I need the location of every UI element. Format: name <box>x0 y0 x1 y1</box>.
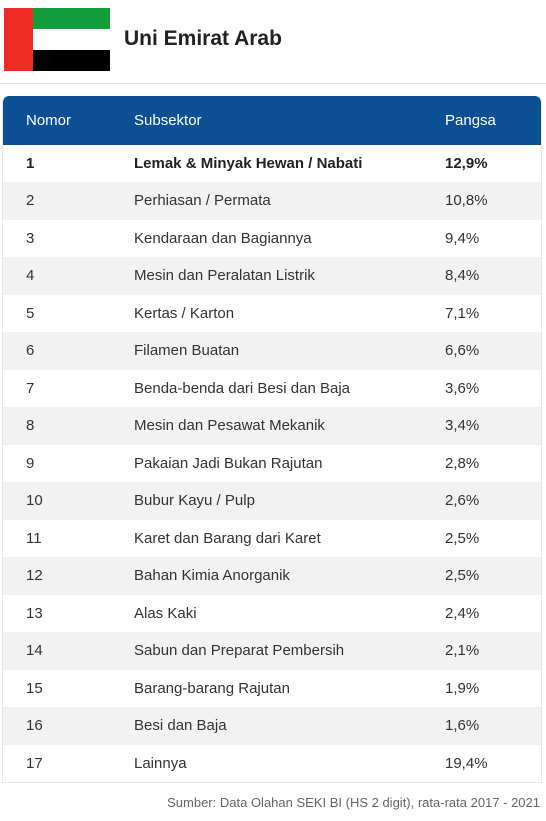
row-number: 12 <box>26 567 43 585</box>
table-header: Nomor Subsektor Pangsa <box>3 96 541 145</box>
row-share: 2,8% <box>445 454 480 472</box>
row-subsector: Sabun dan Preparat Pembersih <box>134 642 345 660</box>
row-subsector: Kertas / Karton <box>134 304 235 322</box>
row-subsector: Bahan Kimia Anorganik <box>134 567 290 585</box>
table-row: 14 Sabun dan Preparat Pembersih 2,1% <box>3 632 541 670</box>
column-header-nomor: Nomor <box>26 112 72 129</box>
row-number: 16 <box>26 717 43 735</box>
row-subsector: Bubur Kayu / Pulp <box>134 492 255 510</box>
row-number: 1 <box>26 155 35 172</box>
table-row: 1 Lemak & Minyak Hewan / Nabati 12,9% <box>3 145 541 182</box>
row-number: 15 <box>26 679 43 697</box>
table-row: 7 Benda-benda dari Besi dan Baja 3,6% <box>3 370 541 407</box>
row-number: 10 <box>26 492 43 510</box>
row-number: 2 <box>26 192 35 210</box>
row-number: 4 <box>26 267 35 285</box>
subsector-table: Nomor Subsektor Pangsa 1 Lemak & Minyak H… <box>2 96 542 783</box>
source-note: Sumber: Data Olahan SEKI BI (HS 2 digit)… <box>167 795 540 810</box>
row-share: 9,4% <box>445 229 480 247</box>
table-row: 15 Barang-barang Rajutan 1,9% <box>3 670 541 707</box>
table-row: 13 Alas Kaki 2,4% <box>3 595 541 632</box>
row-share: 2,5% <box>445 567 480 585</box>
row-subsector: Kendaraan dan Bagiannya <box>134 229 312 247</box>
row-subsector: Mesin dan Peralatan Listrik <box>134 267 315 285</box>
row-share: 7,1% <box>445 304 480 322</box>
row-share: 2,6% <box>445 492 480 510</box>
row-number: 13 <box>26 604 43 622</box>
row-share: 1,6% <box>445 717 480 735</box>
row-number: 7 <box>26 379 35 397</box>
row-number: 17 <box>26 754 43 772</box>
table-row: 9 Pakaian Jadi Bukan Rajutan 2,8% <box>3 445 541 482</box>
table-row: 11 Karet dan Barang dari Karet 2,5% <box>3 520 541 557</box>
table-body: 1 Lemak & Minyak Hewan / Nabati 12,9% 2 Perh… <box>3 145 541 782</box>
table-row: 8 Mesin dan Pesawat Mekanik 3,4% <box>3 407 541 445</box>
table-row: 12 Bahan Kimia Anorganik 2,5% <box>3 557 541 595</box>
row-subsector: Pakaian Jadi Bukan Rajutan <box>134 454 323 472</box>
row-number: 9 <box>26 454 35 472</box>
table-row: 4 Mesin dan Peralatan Listrik 8,4% <box>3 257 541 295</box>
row-subsector: Barang-barang Rajutan <box>134 679 290 697</box>
row-number: 5 <box>26 304 35 322</box>
row-share: 6,6% <box>445 342 480 360</box>
row-share: 2,1% <box>445 642 480 660</box>
row-share: 10,8% <box>445 192 488 210</box>
row-share: 12,9% <box>445 155 488 172</box>
row-number: 14 <box>26 642 43 660</box>
page-header: Uni Emirat Arab <box>0 0 546 84</box>
row-subsector: Mesin dan Pesawat Mekanik <box>134 417 325 435</box>
row-number: 8 <box>26 417 35 435</box>
table-row: 6 Filamen Buatan 6,6% <box>3 332 541 370</box>
row-number: 6 <box>26 342 35 360</box>
table-row: 17 Lainnya 19,4% <box>3 745 541 782</box>
table-row: 3 Kendaraan dan Bagiannya 9,4% <box>3 220 541 257</box>
header-divider <box>0 83 546 84</box>
row-subsector: Filamen Buatan <box>134 342 240 360</box>
row-share: 3,4% <box>445 417 480 435</box>
column-header-pangsa: Pangsa <box>445 112 496 129</box>
row-subsector: Benda-benda dari Besi dan Baja <box>134 379 350 397</box>
source-text: Data Olahan SEKI BI (HS 2 digit), rata-r… <box>219 795 540 810</box>
column-header-subsektor: Subsektor <box>134 112 202 129</box>
row-share: 8,4% <box>445 267 480 285</box>
row-number: 11 <box>26 529 42 547</box>
row-share: 1,9% <box>445 679 480 697</box>
row-share: 2,4% <box>445 604 480 622</box>
table-row: 10 Bubur Kayu / Pulp 2,6% <box>3 482 541 520</box>
row-subsector: Lainnya <box>134 754 187 772</box>
uae-flag-icon <box>4 8 110 71</box>
row-share: 3,6% <box>445 379 480 397</box>
table-row: 2 Perhiasan / Permata 10,8% <box>3 182 541 220</box>
table-row: 16 Besi dan Baja 1,6% <box>3 707 541 745</box>
row-number: 3 <box>26 229 35 247</box>
row-subsector: Alas Kaki <box>134 604 197 622</box>
page-title: Uni Emirat Arab <box>124 27 282 50</box>
source-label: Sumber: <box>167 795 217 810</box>
row-share: 2,5% <box>445 529 480 547</box>
table-row: 5 Kertas / Karton 7,1% <box>3 295 541 332</box>
row-share: 19,4% <box>445 754 488 772</box>
row-subsector: Perhiasan / Permata <box>134 192 271 210</box>
row-subsector: Lemak & Minyak Hewan / Nabati <box>134 155 363 172</box>
row-subsector: Karet dan Barang dari Karet <box>134 529 321 547</box>
row-subsector: Besi dan Baja <box>134 717 227 735</box>
